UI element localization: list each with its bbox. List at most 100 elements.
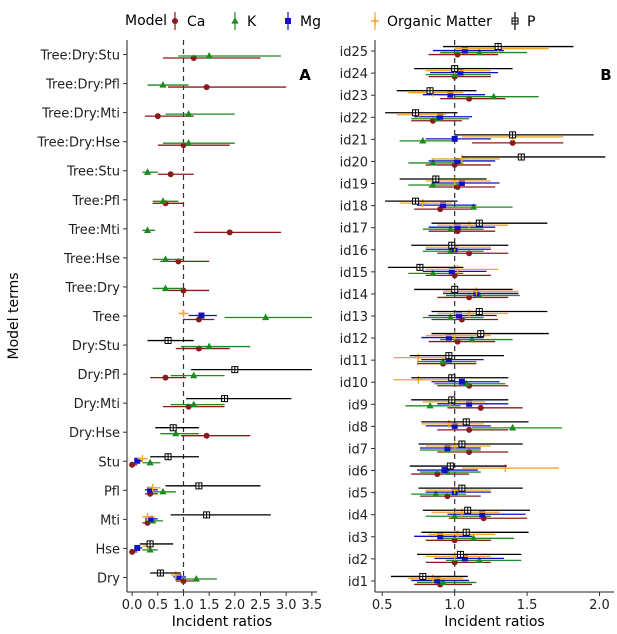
- data-point: [448, 396, 456, 404]
- data-point: [468, 335, 476, 343]
- data-point: [164, 337, 172, 345]
- data-point: [129, 548, 136, 555]
- data-point: [450, 177, 459, 186]
- data-point: [203, 511, 211, 519]
- data-point: [429, 158, 437, 166]
- x-tick-label: 0.5: [372, 598, 393, 613]
- data-point: [198, 312, 205, 319]
- series-p: [139, 337, 312, 577]
- series-mg: [134, 312, 217, 580]
- data-point: [439, 357, 447, 365]
- x-tick-labels: 0.5 1.0 1.5 2.0: [372, 592, 610, 613]
- data-point: [445, 356, 452, 363]
- data-point: [143, 168, 152, 175]
- data-point: [175, 573, 182, 580]
- data-point: [203, 84, 210, 91]
- data-point: [179, 309, 188, 318]
- data-point: [465, 221, 474, 230]
- y-tick-label: Tree:Dry:Pfl: [45, 78, 120, 93]
- data-point: [159, 197, 167, 204]
- y-tick-label: id1: [348, 575, 368, 590]
- y-tick-label: id2: [348, 553, 368, 568]
- data-point: [262, 313, 270, 321]
- data-point: [477, 330, 485, 338]
- panel-label: A: [299, 66, 311, 84]
- series-k: [399, 48, 562, 586]
- data-point: [448, 374, 456, 382]
- y-tick-label: Dry: [97, 571, 120, 586]
- data-point: [172, 429, 180, 437]
- data-point: [426, 87, 434, 95]
- y-tick-label: id14: [340, 288, 368, 303]
- y-tick-label: Dry:Mti: [74, 397, 120, 412]
- data-point: [444, 444, 451, 451]
- y-tick-labels: id25 id24 id23 id22 id21 id20 id19 id18 id17 id16…: [340, 45, 375, 590]
- data-point: [469, 203, 478, 210]
- data-point: [464, 506, 472, 514]
- legend-item-label: K: [247, 14, 257, 30]
- y-tick-label: id12: [340, 332, 368, 347]
- data-point: [437, 113, 444, 120]
- data-point: [190, 400, 198, 408]
- y-tick-label: Pfl: [104, 484, 120, 499]
- data-point: [231, 366, 239, 374]
- series-mg: [411, 47, 526, 584]
- series-k: [142, 52, 312, 582]
- data-point: [453, 530, 462, 539]
- data-point: [462, 418, 470, 426]
- data-point: [429, 269, 437, 276]
- data-point: [167, 171, 174, 178]
- data-point: [444, 419, 453, 428]
- data-point: [185, 110, 193, 117]
- data-point: [162, 374, 169, 381]
- x-tick-label: 1.0: [173, 598, 194, 613]
- x-axis-title: Incident ratios: [172, 614, 272, 630]
- y-tick-label: id25: [340, 45, 368, 60]
- data-point: [448, 241, 456, 249]
- data-point: [457, 154, 466, 163]
- legend-item-k: K: [231, 12, 257, 30]
- data-point: [494, 43, 502, 51]
- data-point: [412, 197, 420, 205]
- data-point: [490, 92, 498, 100]
- data-point: [426, 401, 434, 409]
- y-tick-labels: Tree:Dry:Stu Tree:Dry:Pfl Tree:Dry:Mti Tree…: [37, 49, 127, 586]
- series-organic-matter: [137, 309, 189, 579]
- data-point: [429, 181, 437, 188]
- data-point: [414, 353, 423, 362]
- y-tick-label: Tree:Hse: [63, 252, 120, 267]
- data-point: [434, 577, 441, 584]
- panel-label: B: [600, 66, 611, 84]
- data-point: [451, 285, 459, 293]
- data-point: [458, 180, 465, 187]
- data-point: [129, 461, 136, 468]
- y-tick-label: Dry:Pfl: [77, 368, 120, 383]
- y-tick-label: Tree:Stu: [66, 165, 120, 180]
- data-point: [138, 454, 147, 463]
- data-point: [454, 224, 461, 231]
- data-point: [437, 533, 444, 540]
- data-point: [147, 486, 154, 493]
- data-point: [148, 483, 157, 492]
- legend-key-marker: [172, 18, 178, 24]
- y-tick-label: id16: [340, 244, 368, 259]
- x-tick-label: 0.5: [147, 598, 168, 613]
- y-axis-title: Model terms: [6, 272, 22, 359]
- data-point: [475, 219, 483, 227]
- y-tick-label: id18: [340, 200, 368, 215]
- legend-key-marker: [371, 17, 379, 25]
- x-tick-label: 2.0: [589, 598, 610, 613]
- data-point: [143, 512, 152, 521]
- x-tick-label: 3.0: [276, 598, 297, 613]
- legend-item-label: Organic Matter: [387, 14, 492, 30]
- data-point: [147, 515, 154, 522]
- data-point: [477, 404, 484, 411]
- data-point: [416, 263, 424, 271]
- data-point: [432, 490, 440, 497]
- data-point: [509, 139, 516, 146]
- data-point: [457, 69, 464, 76]
- data-point: [445, 334, 452, 341]
- x-tick-label: 2.0: [224, 598, 245, 613]
- y-tick-label: id9: [348, 398, 368, 413]
